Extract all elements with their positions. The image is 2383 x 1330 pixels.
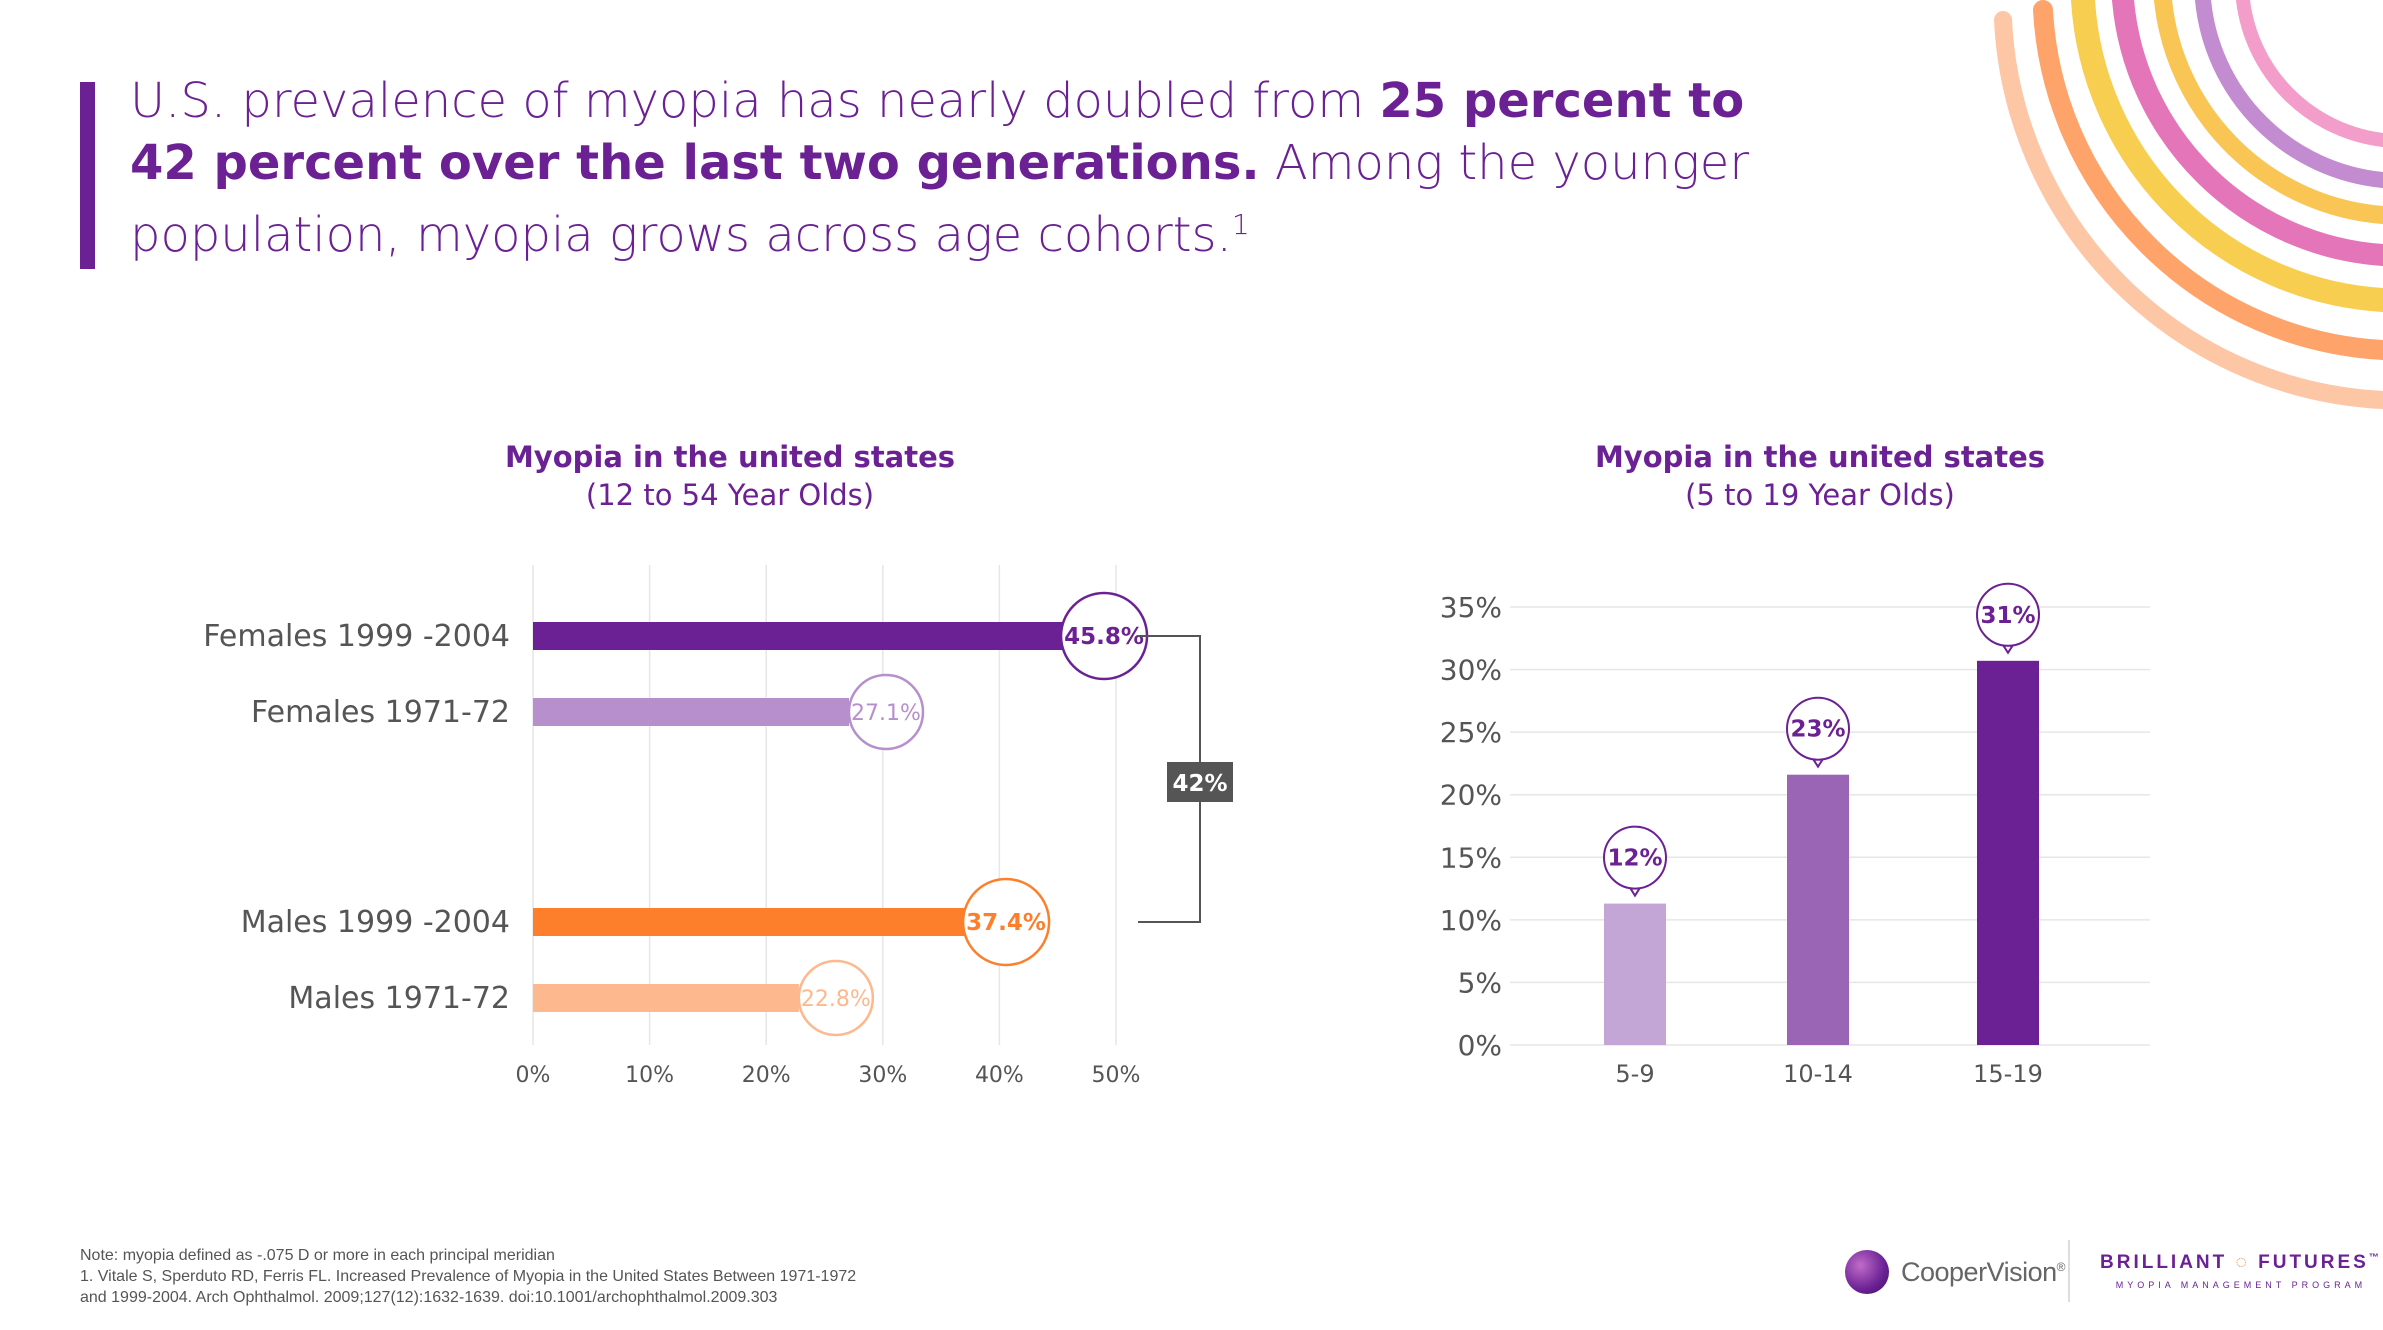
x-tick-label: 20% (742, 1063, 791, 1088)
y-tick-label: 15% (1440, 841, 1502, 874)
coopervision-logo: CooperVision® (1845, 1250, 2065, 1294)
y-tick-label: 20% (1440, 779, 1502, 812)
vertical-bar-chart: 0% 5% 10% 15% 20% 25% 30% 35% 5-9 12% 10-14 23% 15-1… (1440, 582, 2150, 1088)
bar (533, 984, 799, 1012)
bar (1977, 660, 2039, 1045)
bar-data-label: 12% (1607, 846, 1662, 872)
data-label-bubble (961, 877, 1051, 967)
y-tick-label: 35% (1440, 591, 1502, 624)
bar-data-label: 27.1% (851, 701, 921, 726)
bar-data-label: 37.4% (966, 910, 1046, 936)
x-tick-label: 10-14 (1783, 1060, 1853, 1088)
y-tick-label: 30% (1440, 654, 1502, 687)
data-label-bubble (1603, 825, 1667, 890)
bar-data-label: 45.8% (1064, 624, 1144, 650)
horizontal-bar-chart: 0% 10% 20% 30% 40% 50% Females 1999 -2004 45.8%… (203, 565, 1233, 1088)
brush-stroke-decoration (1994, 0, 2383, 409)
x-tick-label: 5-9 (1615, 1060, 1654, 1088)
bar-category-label: Males 1999 -2004 (241, 905, 510, 940)
brilliant-futures-logo: BRILLIANT ◌ FUTURES™ MYOPIA MANAGEMENT P… (2100, 1252, 2382, 1290)
y-tick-label: 25% (1440, 716, 1502, 749)
accent-bar (80, 82, 95, 269)
footnote-line-1: Note: myopia defined as -.075 D or more … (80, 1247, 555, 1264)
right-chart-title-block: Myopia in the united states (5 to 19 Yea… (1520, 440, 2120, 512)
left-chart-subtitle: (12 to 54 Year Olds) (585, 478, 875, 512)
brilliant-futures-ring-icon: ◌ (2235, 1252, 2250, 1273)
brilliant-futures-tagline: MYOPIA MANAGEMENT PROGRAM (2115, 1280, 2367, 1290)
bar (533, 622, 1068, 650)
left-chart-title: Myopia in the united states (504, 440, 956, 474)
bracket-label: 42% (1172, 771, 1227, 797)
bar-data-label: 22.8% (801, 987, 871, 1012)
bar-category-label: Males 1971-72 (288, 981, 510, 1016)
bar (1787, 774, 1849, 1045)
bar (1604, 903, 1666, 1045)
x-tick-label: 10% (625, 1063, 674, 1088)
data-label-bubble (797, 959, 875, 1037)
y-tick-label: 0% (1458, 1029, 1502, 1062)
right-chart-title: Myopia in the united states (1594, 440, 2046, 474)
logo-divider (2068, 1240, 2070, 1302)
bar-data-label: 23% (1790, 717, 1845, 743)
x-tick-label: 30% (858, 1063, 907, 1088)
y-tick-label: 5% (1458, 966, 1502, 999)
bar-category-label: Females 1999 -2004 (203, 619, 510, 654)
x-tick-label: 50% (1092, 1063, 1141, 1088)
data-label-bubble (1976, 582, 2040, 647)
x-tick-label: 40% (975, 1063, 1024, 1088)
coopervision-wordmark: CooperVision (1901, 1256, 2057, 1287)
footnote: Note: myopia defined as -.075 D or more … (80, 1245, 856, 1308)
bracket-label-box (1167, 762, 1233, 802)
left-chart-title-block: Myopia in the united states (12 to 54 Ye… (430, 440, 1030, 512)
bar-category-label: Females 1971-72 (251, 695, 510, 730)
bar-data-label: 31% (1980, 603, 2035, 629)
headline: U.S. prevalence of myopia has nearly dou… (130, 73, 1750, 263)
data-label-bubble (1786, 696, 1850, 761)
x-tick-label: 0% (516, 1063, 551, 1088)
footnote-line-2: 1. Vitale S, Sperduto RD, Ferris FL. Inc… (80, 1268, 857, 1285)
footnote-line-3: and 1999-2004. Arch Ophthalmol. 2009;127… (80, 1289, 778, 1306)
x-tick-label: 15-19 (1973, 1060, 2043, 1088)
bar (533, 698, 849, 726)
data-label-bubble (847, 673, 925, 751)
coopervision-orb-icon (1845, 1250, 1889, 1294)
right-chart-subtitle: (5 to 19 Year Olds) (1685, 478, 1955, 512)
y-tick-label: 10% (1440, 904, 1502, 937)
bar (533, 908, 970, 936)
